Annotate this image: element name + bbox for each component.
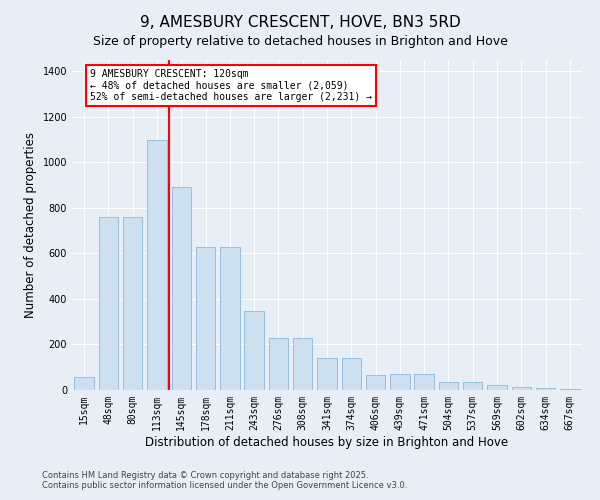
Bar (99, 217, 118, 390)
Bar (463, 382, 482, 390)
Bar (317, 358, 337, 390)
Bar (220, 246, 239, 390)
Bar (512, 386, 531, 390)
Bar (244, 312, 264, 390)
Text: 9 AMESBURY CRESCENT: 120sqm
← 48% of detached houses are smaller (2,059)
52% of : 9 AMESBURY CRESCENT: 120sqm ← 48% of det… (90, 69, 372, 102)
Bar (439, 382, 458, 390)
Bar (415, 374, 434, 390)
Text: Size of property relative to detached houses in Brighton and Hove: Size of property relative to detached ho… (92, 35, 508, 48)
Bar (123, 217, 142, 390)
Bar (366, 375, 385, 390)
Bar (269, 338, 288, 390)
Bar (293, 338, 313, 390)
Bar (147, 140, 167, 390)
Bar (487, 386, 507, 390)
Text: Contains HM Land Registry data © Crown copyright and database right 2025.
Contai: Contains HM Land Registry data © Crown c… (42, 470, 407, 490)
Bar (341, 358, 361, 390)
Bar (196, 246, 215, 390)
Bar (560, 389, 580, 390)
Bar (74, 378, 94, 390)
Y-axis label: Number of detached properties: Number of detached properties (24, 132, 37, 318)
Text: 9, AMESBURY CRESCENT, HOVE, BN3 5RD: 9, AMESBURY CRESCENT, HOVE, BN3 5RD (140, 15, 460, 30)
Bar (172, 188, 191, 390)
Bar (536, 388, 555, 390)
Bar (390, 374, 410, 390)
X-axis label: Distribution of detached houses by size in Brighton and Hove: Distribution of detached houses by size … (145, 436, 509, 448)
